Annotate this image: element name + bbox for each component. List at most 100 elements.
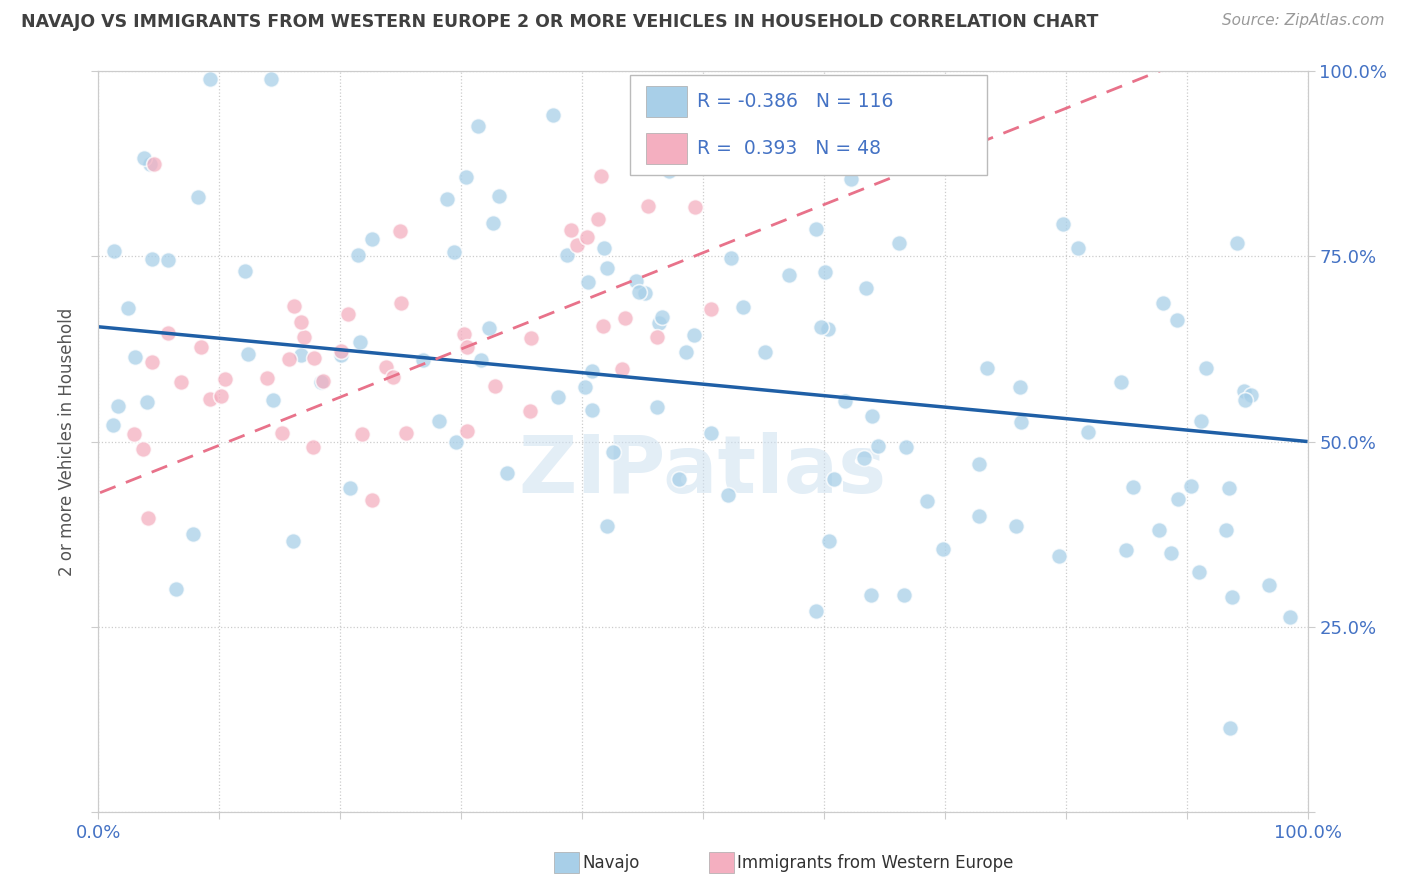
Point: [1258, 577, 1281, 591]
Point: [520, 331, 543, 345]
Point: [581, 402, 603, 417]
Point: [596, 518, 619, 533]
Point: [555, 248, 578, 262]
Point: [233, 263, 256, 277]
Point: [588, 211, 610, 226]
Point: [337, 307, 360, 321]
Point: [349, 335, 371, 350]
Point: [804, 604, 827, 618]
Text: NAVAJO VS IMMIGRANTS FROM WESTERN EUROPE 2 OR MORE VEHICLES IN HOUSEHOLD CORRELA: NAVAJO VS IMMIGRANTS FROM WESTERN EUROPE…: [21, 13, 1098, 31]
Point: [1180, 479, 1202, 493]
Point: [187, 189, 209, 203]
Point: [1109, 375, 1132, 389]
Point: [967, 457, 990, 471]
Point: [290, 315, 312, 329]
Point: [1052, 218, 1074, 232]
Point: [256, 370, 278, 384]
FancyBboxPatch shape: [647, 87, 688, 117]
Point: [103, 244, 125, 259]
Point: [574, 379, 596, 393]
Text: Immigrants from Western Europe: Immigrants from Western Europe: [737, 854, 1014, 871]
Text: Source: ZipAtlas.com: Source: ZipAtlas.com: [1222, 13, 1385, 29]
Point: [648, 316, 671, 330]
Point: [478, 321, 501, 335]
Point: [165, 582, 187, 596]
Point: [887, 236, 910, 251]
Point: [214, 372, 236, 386]
Point: [139, 157, 162, 171]
Y-axis label: 2 or more Vehicles in Household: 2 or more Vehicles in Household: [58, 308, 76, 575]
Point: [381, 369, 404, 384]
Point: [1077, 425, 1099, 439]
Point: [1149, 523, 1171, 537]
Point: [1115, 542, 1137, 557]
Point: [1218, 481, 1240, 495]
Point: [278, 352, 301, 367]
Point: [200, 71, 222, 86]
Point: [496, 467, 519, 481]
Point: [1226, 236, 1249, 251]
Point: [290, 348, 312, 362]
Point: [312, 374, 335, 388]
Point: [592, 319, 614, 334]
FancyBboxPatch shape: [630, 75, 987, 175]
Point: [467, 119, 489, 133]
Point: [720, 251, 742, 265]
Point: [1167, 492, 1189, 507]
Point: [388, 224, 411, 238]
Point: [817, 533, 839, 548]
FancyBboxPatch shape: [647, 133, 688, 164]
Point: [627, 285, 650, 300]
Point: [893, 588, 915, 602]
Point: [967, 508, 990, 523]
Point: [444, 434, 467, 449]
Point: [238, 347, 260, 361]
Point: [190, 340, 212, 354]
Point: [132, 442, 155, 456]
Point: [181, 527, 204, 541]
Point: [614, 311, 637, 326]
Point: [543, 108, 565, 122]
Point: [1215, 523, 1237, 537]
Point: [1166, 313, 1188, 327]
Point: [567, 237, 589, 252]
Point: [731, 300, 754, 314]
Point: [292, 330, 315, 344]
Point: [330, 344, 353, 359]
Point: [1121, 480, 1143, 494]
Point: [1008, 379, 1031, 393]
Point: [443, 245, 465, 260]
Point: [132, 151, 155, 165]
Point: [361, 232, 384, 246]
Point: [519, 404, 541, 418]
Point: [198, 392, 221, 407]
Text: ZIPatlas: ZIPatlas: [519, 432, 887, 510]
Point: [634, 285, 657, 300]
Point: [560, 223, 582, 237]
Point: [668, 472, 690, 486]
Point: [717, 488, 740, 502]
Point: [453, 327, 475, 342]
Point: [976, 361, 998, 376]
Point: [589, 169, 612, 184]
Point: [391, 296, 413, 310]
Point: [456, 340, 478, 354]
Point: [124, 350, 146, 364]
Point: [304, 351, 326, 365]
Point: [339, 482, 361, 496]
Point: [330, 348, 353, 362]
Point: [1005, 519, 1028, 533]
Point: [699, 301, 721, 316]
Point: [1195, 361, 1218, 376]
Point: [853, 451, 876, 466]
Text: R =  0.393   N = 48: R = 0.393 N = 48: [697, 139, 882, 158]
Point: [637, 199, 659, 213]
Point: [896, 440, 918, 454]
Point: [683, 328, 706, 343]
Point: [610, 361, 633, 376]
Point: [817, 322, 839, 336]
Point: [1152, 296, 1174, 310]
Point: [814, 265, 837, 279]
Point: [575, 230, 598, 244]
Point: [806, 221, 828, 235]
